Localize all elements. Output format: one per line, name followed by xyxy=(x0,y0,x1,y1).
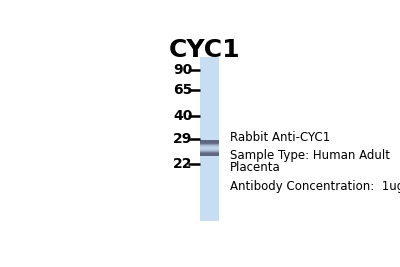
Bar xyxy=(200,149,219,150)
Bar xyxy=(200,153,219,154)
Text: 65: 65 xyxy=(173,83,193,97)
Text: 29: 29 xyxy=(173,132,193,146)
Bar xyxy=(200,154,219,155)
Bar xyxy=(200,152,219,153)
Bar xyxy=(200,149,219,150)
Bar xyxy=(200,145,219,146)
Bar xyxy=(200,140,219,141)
Text: 90: 90 xyxy=(173,63,193,77)
Bar xyxy=(200,142,219,143)
Text: 40: 40 xyxy=(173,109,193,123)
Bar xyxy=(200,57,219,221)
Bar xyxy=(200,147,219,148)
Bar xyxy=(200,146,219,147)
Bar xyxy=(200,151,219,152)
Bar xyxy=(200,150,219,151)
Bar xyxy=(200,141,219,142)
Bar xyxy=(200,148,219,149)
Bar xyxy=(200,153,219,154)
Bar xyxy=(200,146,219,147)
Bar xyxy=(200,150,219,151)
Bar xyxy=(200,147,219,148)
Bar xyxy=(200,141,219,142)
Bar xyxy=(200,152,219,153)
Text: 22: 22 xyxy=(173,157,193,171)
Text: CYC1: CYC1 xyxy=(169,38,241,62)
Bar xyxy=(200,151,219,152)
Bar xyxy=(200,142,219,143)
Bar xyxy=(200,144,219,145)
Bar xyxy=(200,155,219,156)
Text: Rabbit Anti-CYC1: Rabbit Anti-CYC1 xyxy=(230,131,330,144)
Bar xyxy=(200,148,219,149)
Bar xyxy=(200,140,219,141)
Text: Antibody Concentration:  1ug/mL: Antibody Concentration: 1ug/mL xyxy=(230,180,400,193)
Text: Sample Type: Human Adult: Sample Type: Human Adult xyxy=(230,149,390,162)
Text: Placenta: Placenta xyxy=(230,160,280,174)
Bar xyxy=(200,143,219,144)
